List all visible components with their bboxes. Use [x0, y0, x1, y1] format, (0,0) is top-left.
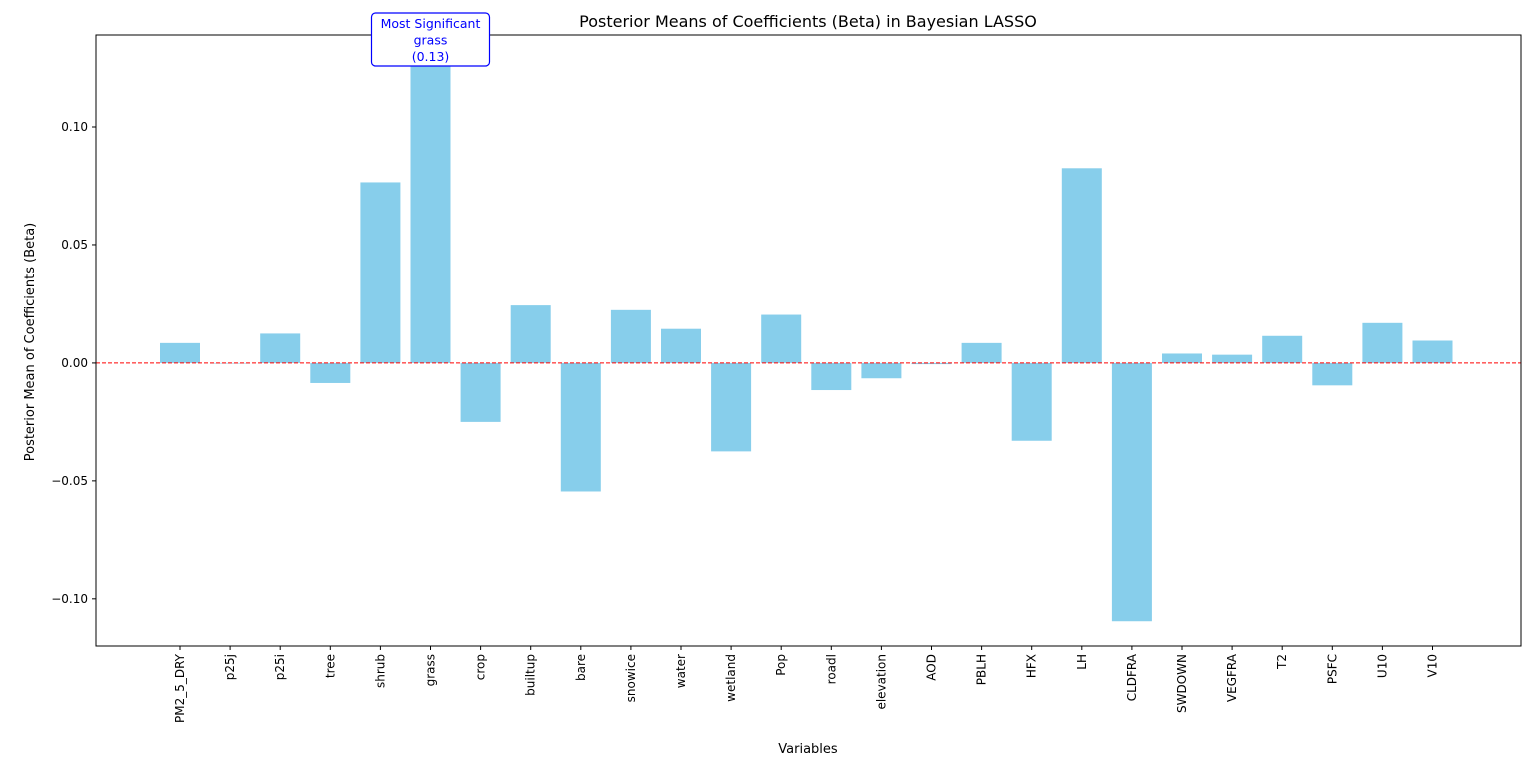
- x-tick-label: wetland: [724, 654, 738, 702]
- bar-crop: [460, 362, 501, 422]
- bar-t2: [1262, 335, 1303, 363]
- x-tick-label: SWDOWN: [1175, 654, 1189, 713]
- y-ticks-layer: 0.10 0.05 0.00 −0.05 −0.10: [51, 120, 96, 606]
- x-ticks-layer: PM2_5_DRY p25j p25i tree shrub grass crop built…: [173, 646, 1440, 723]
- y-tick-label: 0.10: [61, 120, 88, 134]
- y-axis-label: Posterior Mean of Coefficients (Beta): [23, 223, 38, 462]
- plot-frame: [95, 34, 1522, 647]
- x-tick-label: tree: [323, 654, 337, 678]
- bar-grass: [410, 60, 451, 363]
- bar-p25i: [260, 333, 301, 363]
- bar-pm2-5-dry: [160, 342, 200, 363]
- bar-v10: [1412, 340, 1453, 363]
- bar-vegfra: [1212, 354, 1253, 363]
- x-tick-label: grass: [424, 654, 438, 686]
- bar-bare: [560, 362, 601, 492]
- bar-shrub: [360, 182, 401, 363]
- x-tick-label: CLDFRA: [1125, 653, 1139, 701]
- bar-wetland: [711, 362, 752, 452]
- bars-layer: [160, 60, 1453, 622]
- annotation-layer: Most Significant grass(0.13): [370, 12, 491, 67]
- x-tick-label: VEGFRA: [1225, 653, 1239, 702]
- x-tick-label: PBLH: [975, 654, 989, 685]
- annotation-text: (0.13): [412, 49, 450, 64]
- bar-psfc: [1312, 362, 1353, 386]
- x-tick-label: p25j: [223, 654, 237, 680]
- y-tick-label: −0.05: [51, 474, 88, 488]
- x-axis-label: Variables: [778, 742, 838, 757]
- bar-aod: [911, 362, 952, 365]
- x-tick-label: V10: [1426, 654, 1440, 677]
- x-tick-label: shrub: [373, 654, 387, 688]
- axes-layer: [95, 34, 1522, 647]
- annotation-text: Most Significant: [381, 16, 481, 31]
- x-tick-label: AOD: [925, 654, 939, 681]
- y-tick-label: 0.00: [61, 356, 88, 370]
- bar-cldfra: [1111, 362, 1152, 622]
- x-tick-label: U10: [1375, 654, 1389, 678]
- x-tick-label: snowice: [624, 654, 638, 702]
- x-tick-label: builtup: [524, 654, 538, 696]
- x-tick-label: PM2_5_DRY: [173, 653, 187, 723]
- x-tick-label: LH: [1075, 654, 1089, 670]
- x-tick-label: bare: [574, 654, 588, 681]
- x-tick-label: roadl: [824, 654, 838, 684]
- chart-title: Posterior Means of Coefficients (Beta) i…: [579, 12, 1037, 31]
- bar-builtup: [510, 305, 551, 363]
- bar-pblh: [961, 342, 1002, 363]
- bar-lh: [1061, 168, 1102, 363]
- annotation-box: [370, 12, 491, 67]
- bar-elevation: [861, 362, 902, 379]
- bar-u10: [1362, 322, 1403, 363]
- y-tick-label: −0.10: [51, 592, 88, 606]
- x-tick-label: elevation: [874, 654, 888, 710]
- bar-tree: [310, 362, 351, 383]
- y-tick-label: 0.05: [61, 238, 88, 252]
- x-tick-label: water: [674, 654, 688, 688]
- x-tick-label: Pop: [774, 654, 788, 676]
- bar-hfx: [1011, 362, 1052, 441]
- bar-swdown: [1162, 353, 1202, 363]
- x-tick-label: T2: [1275, 654, 1289, 670]
- x-tick-label: crop: [474, 654, 488, 680]
- x-tick-label: p25i: [273, 654, 287, 680]
- annotation-text: grass: [414, 33, 448, 48]
- bar-roadl: [811, 362, 852, 391]
- bar-snowice: [610, 309, 651, 363]
- x-tick-label: HFX: [1025, 654, 1039, 678]
- x-tick-label: PSFC: [1325, 654, 1339, 684]
- bar-pop: [761, 314, 802, 363]
- bar-water: [661, 328, 701, 363]
